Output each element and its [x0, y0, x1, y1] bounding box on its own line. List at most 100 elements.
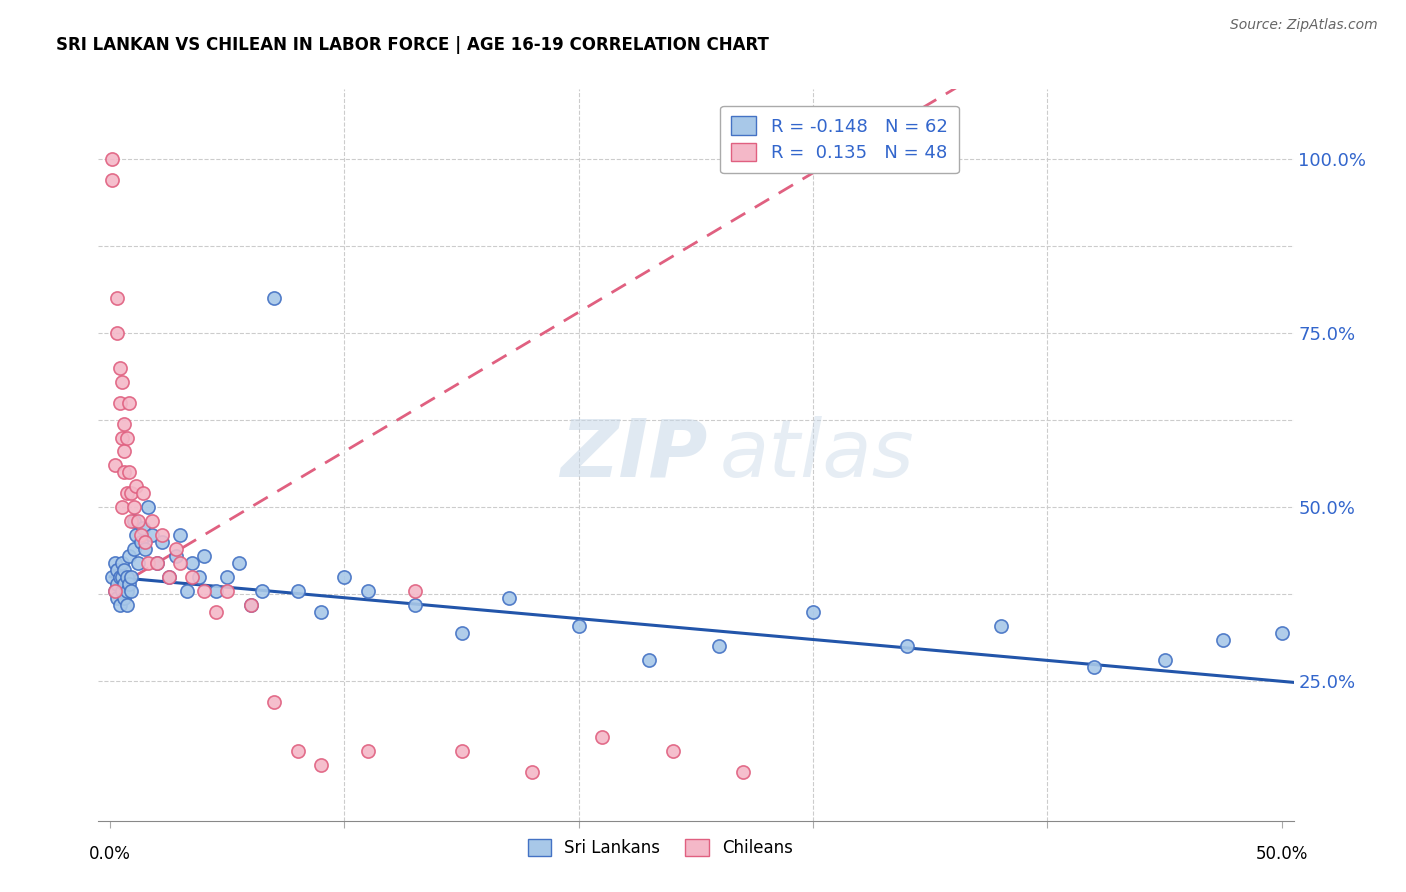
Point [204, 583, 226, 598]
Point [108, 570, 131, 584]
Point [228, 556, 250, 570]
Point [101, 173, 124, 187]
Point [115, 430, 138, 444]
Point [176, 583, 198, 598]
Point [1212, 632, 1234, 647]
Point [357, 583, 380, 598]
Point [896, 640, 918, 654]
Point [129, 535, 152, 549]
Point [122, 541, 145, 556]
Point [146, 556, 169, 570]
Point [111, 556, 134, 570]
Point [111, 583, 134, 598]
Point [450, 744, 472, 758]
Point [1153, 653, 1175, 667]
Text: 0.0%: 0.0% [89, 845, 131, 863]
Point [129, 528, 152, 542]
Point [165, 549, 187, 563]
Point [115, 486, 138, 500]
Point [118, 576, 141, 591]
Point [568, 618, 591, 632]
Point [122, 500, 145, 515]
Point [193, 583, 215, 598]
Point [181, 570, 204, 584]
Point [105, 576, 128, 591]
Point [112, 444, 135, 458]
Point [134, 541, 156, 556]
Point [104, 556, 127, 570]
Point [104, 583, 127, 598]
Point [661, 744, 683, 758]
Point [112, 576, 135, 591]
Legend: Sri Lankans, Chileans: Sri Lankans, Chileans [520, 832, 800, 863]
Point [1271, 625, 1294, 640]
Point [217, 583, 239, 598]
Point [112, 466, 135, 480]
Point [141, 528, 163, 542]
Point [111, 430, 134, 444]
Point [111, 500, 134, 515]
Point [1083, 660, 1105, 674]
Point [188, 570, 211, 584]
Point [118, 549, 141, 563]
Point [990, 618, 1012, 632]
Point [141, 514, 163, 528]
Point [120, 570, 142, 584]
Point [118, 395, 141, 409]
Point [134, 535, 156, 549]
Point [105, 291, 128, 305]
Point [132, 486, 155, 500]
Point [111, 375, 134, 389]
Point [252, 583, 274, 598]
Point [157, 570, 180, 584]
Point [101, 570, 124, 584]
Point [120, 514, 142, 528]
Point [111, 570, 134, 584]
Point [108, 598, 131, 612]
Point [217, 570, 239, 584]
Point [112, 591, 135, 605]
Point [263, 291, 285, 305]
Point [105, 591, 128, 605]
Point [105, 563, 128, 577]
Point [115, 570, 138, 584]
Point [115, 583, 138, 598]
Point [287, 744, 309, 758]
Point [287, 583, 309, 598]
Point [404, 583, 426, 598]
Point [136, 500, 159, 515]
Point [450, 625, 472, 640]
Point [150, 528, 173, 542]
Point [122, 514, 145, 528]
Point [181, 556, 204, 570]
Point [263, 695, 285, 709]
Point [132, 521, 155, 535]
Point [118, 466, 141, 480]
Point [112, 417, 135, 431]
Point [101, 152, 124, 166]
Point [120, 583, 142, 598]
Point [193, 549, 215, 563]
Point [120, 486, 142, 500]
Point [146, 556, 169, 570]
Text: atlas: atlas [720, 416, 915, 494]
Point [638, 653, 661, 667]
Point [150, 535, 173, 549]
Point [112, 563, 135, 577]
Point [104, 458, 127, 473]
Point [105, 326, 128, 340]
Point [309, 605, 332, 619]
Point [204, 605, 226, 619]
Text: Source: ZipAtlas.com: Source: ZipAtlas.com [1230, 18, 1378, 32]
Text: 50.0%: 50.0% [1256, 845, 1308, 863]
Point [104, 583, 127, 598]
Point [108, 395, 131, 409]
Point [520, 764, 543, 779]
Point [239, 598, 262, 612]
Point [125, 479, 148, 493]
Point [165, 541, 187, 556]
Point [709, 640, 731, 654]
Text: ZIP: ZIP [561, 416, 709, 494]
Point [169, 528, 191, 542]
Point [127, 556, 149, 570]
